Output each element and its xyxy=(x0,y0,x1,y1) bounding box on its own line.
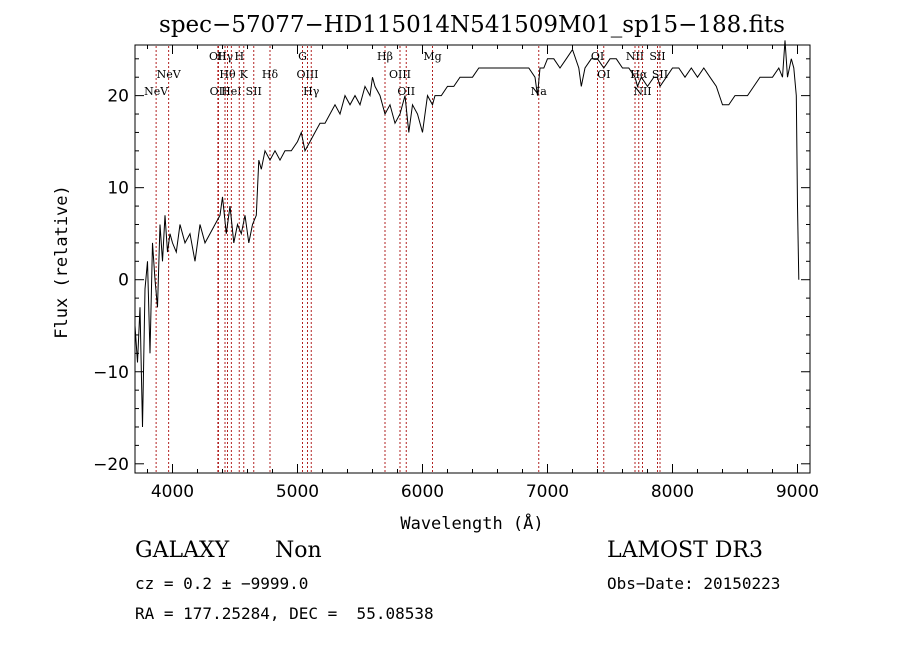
line-marker-label-8: K xyxy=(240,68,249,81)
y-axis-label: Flux (relative) xyxy=(52,185,72,339)
line-marker-label-9: SII xyxy=(246,85,262,98)
line-marker-label-3: OII xyxy=(210,85,228,98)
line-marker-label-2: OII xyxy=(209,50,227,63)
line-marker-label-18: Na xyxy=(531,85,548,98)
line-marker-label-15: OIII xyxy=(389,68,411,81)
line-marker-label-19: OI xyxy=(591,50,604,63)
spectrum-series-line xyxy=(134,40,800,428)
line-marker-label-25: SII xyxy=(652,68,668,81)
line-marker-label-24: SII xyxy=(649,50,665,63)
y-tick-label-1: −10 xyxy=(93,363,129,383)
line-marker-label-11: G xyxy=(298,50,307,63)
line-marker-label-23: NII xyxy=(633,85,651,98)
line-marker-label-6: HeI xyxy=(221,85,241,98)
y-tick-label-2: 0 xyxy=(118,271,129,291)
sky-coordinates: RA = 177.25284, DEC = 55.08538 xyxy=(135,604,434,623)
line-marker-label-21: NII xyxy=(626,50,644,63)
y-axis: −20 −10 0 10 20 xyxy=(93,58,810,475)
y-tick-label-4: 20 xyxy=(107,87,129,107)
x-axis-label: Wavelength (Å) xyxy=(400,512,543,534)
y-tick-label-0: −20 xyxy=(93,455,129,475)
survey-name: LAMOST DR3 xyxy=(607,538,763,563)
line-marker-label-12: OIII xyxy=(296,68,318,81)
line-marker-label-10: Hδ xyxy=(262,68,279,81)
observation-date: Obs−Date: 20150223 xyxy=(607,574,781,593)
emission-line-markers: NeVNeVOIIOIIHγHθHeIHKSIIHδGOIIIHγHβOIIIO… xyxy=(144,46,668,472)
line-marker-label-5: Hθ xyxy=(219,68,236,81)
line-marker-label-1: NeV xyxy=(157,68,182,81)
redshift-readout: cz = 0.2 ± −9999.0 xyxy=(135,574,309,593)
object-subclass: Non xyxy=(275,538,322,563)
plot-frame xyxy=(134,44,811,474)
line-marker-label-17: Mg xyxy=(423,50,441,63)
x-axis: 4000 5000 6000 7000 8000 9000 xyxy=(147,45,819,502)
x-tick-label-5000: 5000 xyxy=(276,482,319,502)
x-tick-label-7000: 7000 xyxy=(526,482,569,502)
y-tick-label-3: 10 xyxy=(107,179,129,199)
chart-title: spec−57077−HD115014N541509M01_sp15−188.f… xyxy=(159,12,785,38)
line-marker-label-16: OII xyxy=(397,85,415,98)
line-marker-label-4: Hγ xyxy=(217,50,234,63)
line-marker-label-20: OI xyxy=(597,68,610,81)
line-marker-label-14: Hβ xyxy=(377,50,393,63)
object-class: GALAXY xyxy=(135,538,230,563)
x-tick-label-8000: 8000 xyxy=(651,482,694,502)
line-marker-label-7: H xyxy=(234,50,244,63)
x-tick-label-6000: 6000 xyxy=(401,482,444,502)
x-tick-label-4000: 4000 xyxy=(151,482,194,502)
line-marker-label-13: Hγ xyxy=(303,85,320,98)
x-tick-label-9000: 9000 xyxy=(776,482,819,502)
line-marker-label-0: NeV xyxy=(144,85,169,98)
